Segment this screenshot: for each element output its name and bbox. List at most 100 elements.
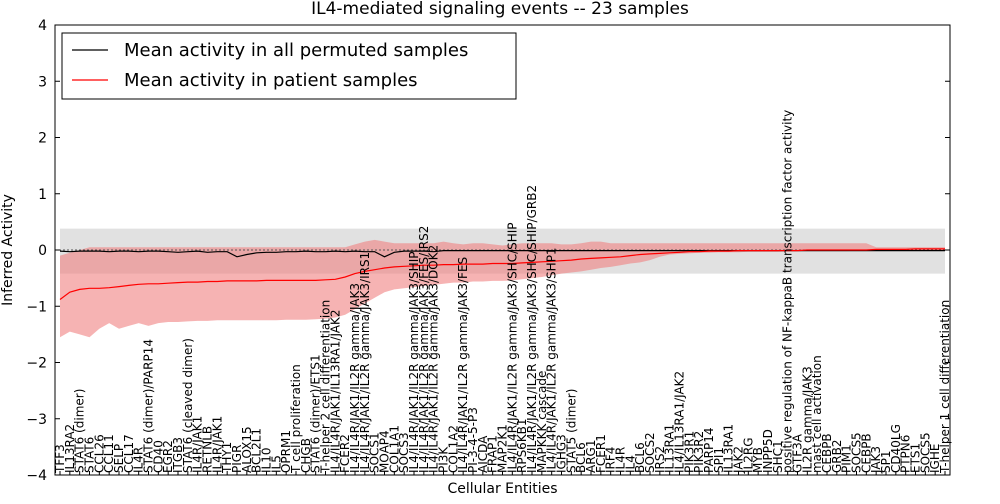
x-tick-label: PIM1 xyxy=(840,444,854,473)
x-tick-label: IL4/IL4R/JAK1/IL2R gamma/JAK3/FES xyxy=(456,257,470,473)
x-tick-label: STAT6 (dimer) xyxy=(73,389,87,473)
x-tick-label: CD40LG xyxy=(889,424,903,473)
x-tick-label: BCL2L1 xyxy=(250,428,264,473)
x-tick-label: MYB xyxy=(751,447,765,473)
x-tick-label: CCL17 xyxy=(122,434,136,473)
x-tick-label: IL13RA1 xyxy=(722,424,736,473)
line-patient-mean xyxy=(59,248,945,300)
y-axis-title: Inferred Activity xyxy=(0,194,16,306)
chart-title: IL4-mediated signaling events -- 23 samp… xyxy=(311,0,689,19)
x-tick-label: PI-3-4-5-P3 xyxy=(466,407,480,473)
x-tick-label: COL1A2 xyxy=(446,425,460,473)
x-tick-label: PIGR xyxy=(230,445,244,473)
x-tick-label: CCL11 xyxy=(102,434,116,473)
x-tick-label: IL13RA2 xyxy=(63,424,77,473)
x-tick-label: IL10 xyxy=(260,448,274,474)
x-tick-label: IL4/IL4R/JAK1/IL2R gamma/JAK3/SHP1 xyxy=(545,247,559,473)
x-tick-label: T-helper 1 cell differentiation xyxy=(938,300,952,474)
x-tick-label: BCL6 xyxy=(633,442,647,473)
x-tick-label: SOCS3 xyxy=(397,432,411,473)
x-tick-label: IL4R xyxy=(614,447,628,473)
x-tick-label: IL13RA1 xyxy=(663,424,677,473)
x-tick-label: CCL26 xyxy=(92,434,106,473)
x-tick-label: CEBPB xyxy=(859,433,873,473)
x-tick-label: SOCS5 xyxy=(850,432,864,473)
x-tick-label: IL4/IL4R/JAK1/IL13RA1/JAK2 xyxy=(328,310,342,474)
x-tick-label: CHGB xyxy=(299,438,313,473)
x-tick-label: IL2R gamma/JAK3 xyxy=(800,366,814,473)
legend: Mean activity in all permuted samples Me… xyxy=(61,32,517,100)
x-tick-label: EGR2 xyxy=(161,440,175,473)
x-tick-label: MAPKKK cascade xyxy=(535,371,549,473)
x-tick-label: JAK2 xyxy=(732,446,746,474)
legend-label-patient: Mean activity in patient samples xyxy=(124,70,418,91)
band-patient xyxy=(60,239,945,338)
legend-box xyxy=(61,32,517,100)
x-tick-label: IL4/IL4R/JAK1/IL2R gamma/JAK3/FES/IRS2 xyxy=(417,226,431,473)
y-axis-ticks: −4 −3 −2 −1 0 1 2 3 4 xyxy=(26,18,950,484)
x-tick-label: SOCS2 xyxy=(643,432,657,473)
x-tick-label: IL4/IL4R/JAK1/IL2R gamma/JAK3/DOK2 xyxy=(427,245,441,473)
x-tick-label: CEBPB xyxy=(820,433,834,473)
x-tick-label: IL2RG xyxy=(741,438,755,474)
x-tick-label: INPP5D xyxy=(761,429,775,473)
x-tick-label: CD40 xyxy=(151,440,165,473)
y-tick-label: 0 xyxy=(38,243,47,259)
x-tick-label: IL4 xyxy=(623,455,637,473)
x-tick-label: FRAP1 xyxy=(486,435,500,473)
y-tick-label: 2 xyxy=(38,131,47,147)
y-tick-label: −1 xyxy=(26,299,47,315)
x-tick-label: IL4/IL4R/JAK1/IL2R gamma/JAK3/IRS1 xyxy=(358,252,372,473)
y-tick-label: 1 xyxy=(38,187,47,203)
x-tick-label: PTPN6 xyxy=(899,435,913,473)
x-tick-label: GTF3A xyxy=(791,433,805,473)
x-tick-label: TFF3 xyxy=(53,444,67,474)
x-tick-label: positive regulation of NF-kappaB transcr… xyxy=(781,110,795,473)
x-tick-label: PARP14 xyxy=(702,427,716,473)
x-tick-label: FCER2 xyxy=(338,434,352,473)
x-tick-label: IGHE xyxy=(928,444,942,473)
x-tick-label: IRS2 xyxy=(653,446,667,473)
x-tick-label: GRB2 xyxy=(830,439,844,473)
x-tick-label: IL4R xyxy=(132,447,146,473)
x-tick-label: SHC1 xyxy=(771,440,785,473)
legend-label-permuted: Mean activity in all permuted samples xyxy=(124,40,468,61)
x-tick-label: STAT6 xyxy=(83,437,97,473)
x-tick-label: THY1 xyxy=(220,442,234,474)
x-tick-label: ETS1 xyxy=(909,443,923,473)
x-tick-label: IL4/IL4R/JAK1/IL2R gamma/JAK3/SHC/SHIP/G… xyxy=(525,185,539,473)
x-tick-label: SELP xyxy=(112,444,126,473)
x-tick-label: IRF4 xyxy=(604,447,618,473)
x-tick-label: SOCS1 xyxy=(368,432,382,473)
x-tick-label: OPRM1 xyxy=(279,430,293,473)
x-tick-label: ALOX15 xyxy=(240,426,254,473)
x-axis-title: Cellular Entities xyxy=(447,481,557,497)
x-tick-label: IGHG3 xyxy=(555,434,569,473)
y-tick-label: −2 xyxy=(26,356,47,372)
x-tick-label: mast cell activation xyxy=(810,355,824,473)
x-tick-label: PI3K xyxy=(437,446,451,473)
x-tick-label: SP1 xyxy=(879,451,893,474)
x-tick-label: IL5 xyxy=(269,455,283,473)
x-tick-label: MAP2K1 xyxy=(496,424,510,473)
x-tick-label: JAK3 xyxy=(869,446,883,474)
x-tick-label: ARG1 xyxy=(584,440,598,473)
x-tick-label: RPS6KB1 xyxy=(515,418,529,473)
x-tick-label: IL4R/JAK1 xyxy=(210,416,224,473)
x-tick-label: T cell proliferation xyxy=(289,364,303,474)
y-tick-label: 3 xyxy=(38,74,47,90)
x-tick-label: IL4/IL4R/JAK1/IL2R gamma/JAK3/SHC/SHIP xyxy=(505,222,519,473)
y-tick-label: −4 xyxy=(26,468,47,484)
x-tick-label: SPI1 xyxy=(712,447,726,473)
x-tick-label: COL1A1 xyxy=(387,425,401,473)
x-tick-label: ITGB3 xyxy=(171,437,185,473)
x-tick-label: STAT6 (dimer)/PARP14 xyxy=(142,339,156,473)
x-tick-label: IL4R/JAK1 xyxy=(191,416,205,473)
x-tick-label: IL4/IL4R/JAK1/IL2R gamma/JAK3 xyxy=(348,283,362,473)
x-tick-label: STAT5 (dimer) xyxy=(564,389,578,473)
x-tick-label: IL4/IL13RA1/JAK2 xyxy=(673,371,687,473)
x-tick-label: PIK3R2 xyxy=(692,431,706,473)
y-tick-label: 4 xyxy=(38,18,47,34)
